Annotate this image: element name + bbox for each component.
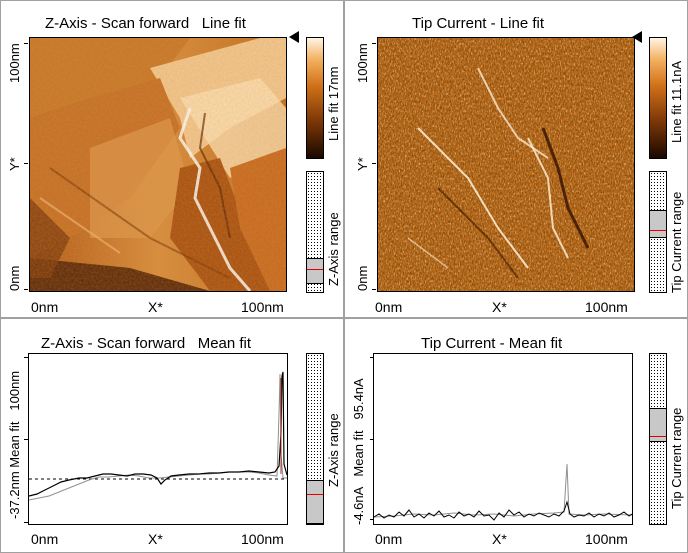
x-axis-right-label: 100nm bbox=[241, 531, 284, 547]
panel-title: Z-Axis - Scan forward Line fit bbox=[45, 15, 246, 32]
colorbar-pointer-icon[interactable] bbox=[632, 31, 642, 43]
range-marker bbox=[650, 436, 666, 437]
z-colorbar bbox=[306, 37, 324, 159]
y-tick bbox=[24, 357, 28, 358]
range-label: Tip Current range bbox=[669, 191, 684, 293]
x-axis-mid-label: X* bbox=[148, 299, 163, 315]
tip-current-mean-fit-panel: Tip Current - Mean fit -4.6nA Mean fit 9… bbox=[344, 318, 688, 553]
tip-current-line-fit-panel: Tip Current - Line fit 100nm Y* 0nm bbox=[344, 0, 688, 318]
y-tick bbox=[24, 289, 28, 290]
y-tick bbox=[24, 43, 28, 44]
y-tick bbox=[24, 439, 28, 440]
y-axis-top-label: 100nm bbox=[7, 43, 22, 83]
z-axis-topography-image[interactable] bbox=[29, 37, 287, 292]
range-label: Z-Axis range bbox=[326, 212, 341, 286]
y-tick bbox=[372, 289, 376, 290]
y-tick bbox=[24, 522, 28, 523]
panel-title: Z-Axis - Scan forward Mean fit bbox=[41, 335, 252, 352]
range-fill bbox=[307, 480, 323, 524]
y-axis-bottom-label: 0nm bbox=[355, 265, 370, 291]
y-tick bbox=[24, 163, 28, 164]
z-axis-range-slider[interactable] bbox=[306, 353, 324, 525]
range-marker bbox=[307, 494, 323, 495]
x-axis-right-label: 100nm bbox=[585, 299, 628, 315]
z-axis-mean-fit-panel: Z-Axis - Scan forward Mean fit -37.2nm M… bbox=[0, 318, 344, 553]
y-axis-top-label: 100nm bbox=[355, 43, 370, 83]
tip-current-range-slider[interactable] bbox=[649, 171, 667, 293]
range-label: Tip Current range bbox=[669, 407, 684, 509]
y-axis-mid-label: Y* bbox=[7, 157, 22, 171]
z-axis-range-slider[interactable] bbox=[306, 171, 324, 293]
tip-current-profile-plot[interactable] bbox=[373, 353, 633, 525]
tip-current-colorbar bbox=[649, 37, 667, 159]
colorbar-pointer-icon[interactable] bbox=[289, 31, 299, 43]
y-tick bbox=[372, 163, 376, 164]
y-tick bbox=[370, 439, 374, 440]
x-axis-left-label: 0nm bbox=[31, 299, 59, 315]
tip-current-range-slider[interactable] bbox=[649, 353, 667, 525]
y-axis-label: -4.6nA Mean fit 95.4nA bbox=[351, 378, 366, 525]
range-fill bbox=[650, 408, 666, 442]
z-axis-profile-plot[interactable] bbox=[28, 353, 288, 525]
x-axis-left-label: 0nm bbox=[31, 531, 59, 547]
tip-current-image[interactable] bbox=[377, 37, 635, 292]
range-fill bbox=[650, 210, 666, 238]
y-tick bbox=[372, 43, 376, 44]
range-label: Z-Axis range bbox=[326, 413, 341, 487]
y-axis-bottom-label: 0nm bbox=[7, 265, 22, 291]
y-tick bbox=[370, 357, 374, 358]
x-axis-mid-label: X* bbox=[492, 299, 507, 315]
range-marker bbox=[650, 230, 666, 231]
x-axis-right-label: 100nm bbox=[585, 531, 628, 547]
y-axis-mid-label: Y* bbox=[355, 157, 370, 171]
x-axis-right-label: 100nm bbox=[241, 299, 284, 315]
y-axis-label: -37.2nm Mean fit 100nm bbox=[7, 370, 22, 519]
x-axis-mid-label: X* bbox=[492, 531, 507, 547]
range-fill bbox=[307, 258, 323, 284]
x-axis-left-label: 0nm bbox=[375, 531, 403, 547]
z-axis-line-fit-panel: Z-Axis - Scan forward Line fit 100nm Y* … bbox=[0, 0, 344, 318]
range-marker bbox=[307, 269, 323, 270]
x-axis-left-label: 0nm bbox=[375, 299, 403, 315]
x-axis-mid-label: X* bbox=[148, 531, 163, 547]
colorbar-label: Line fit 17nm bbox=[326, 66, 341, 141]
panel-title: Tip Current - Line fit bbox=[412, 15, 544, 32]
colorbar-label: Line fit 11.1nA bbox=[669, 60, 684, 143]
panel-title: Tip Current - Mean fit bbox=[421, 335, 563, 352]
y-tick bbox=[370, 519, 374, 520]
